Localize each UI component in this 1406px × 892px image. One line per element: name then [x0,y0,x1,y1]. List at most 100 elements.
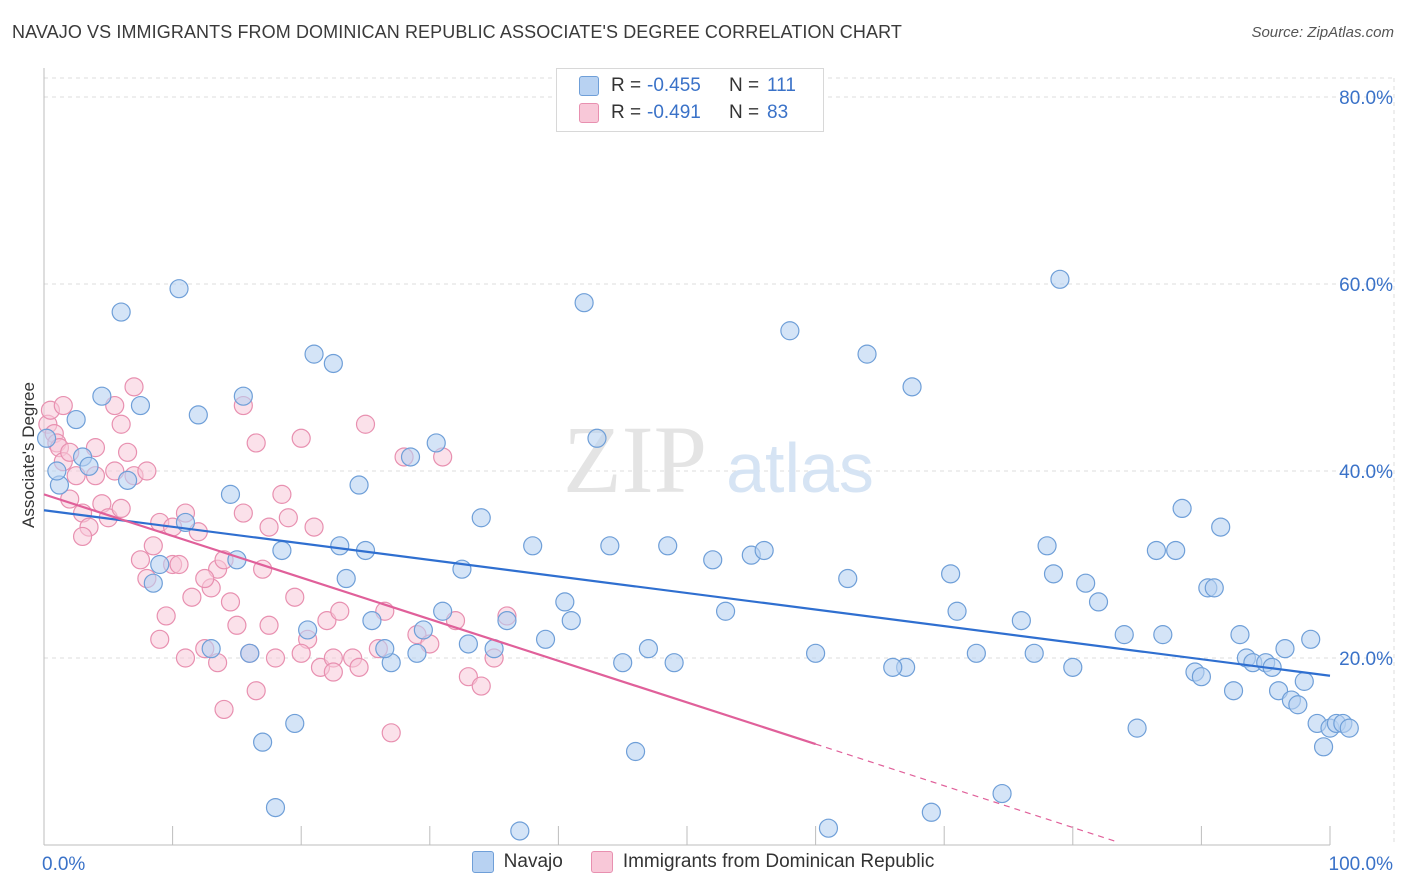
navajo-point [613,653,633,673]
navajo-point [240,643,260,663]
dominican-point [105,461,125,481]
y-tick-label: 20.0% [1339,649,1393,670]
dominican-point [175,648,196,668]
navajo-point [1288,695,1308,715]
dominican-trend-extension [815,743,1116,842]
navajo-swatch [471,851,494,873]
navajo-point [362,610,382,631]
navajo-point [1088,592,1109,612]
navajo-point [1153,625,1173,645]
navajo-point [1313,737,1334,757]
dominican-point [85,438,106,458]
series-navajo-points [36,269,1359,841]
navajo-point [523,536,543,556]
navajo-point [130,395,151,416]
navajo-point [966,643,986,663]
navajo-point [1211,517,1231,537]
dominican-point [182,587,202,607]
y-tick-label: 60.0% [1339,275,1393,296]
navajo-point [426,433,446,453]
navajo-point [600,536,620,556]
navajo-point [1043,564,1064,584]
navajo-point [1166,540,1186,561]
navajo-point [805,643,826,663]
navajo-point [150,554,170,575]
series-dominican-points [38,377,517,743]
navajo-point [201,639,221,659]
r-value: -0.491 [647,102,701,123]
navajo-point [1191,667,1212,687]
navajo-point [349,475,369,495]
dominican-point [111,414,131,434]
navajo-point [658,536,678,556]
navajo-point [400,447,421,467]
navajo-point [1114,625,1134,645]
navajo-point [375,639,395,659]
navajo-point [233,386,253,406]
dominican-swatch [590,851,613,873]
navajo-point [1146,540,1166,561]
navajo-point [111,302,131,322]
grid-lines [44,77,1395,845]
dominican-point [214,699,234,720]
navajo-point [857,344,877,364]
dominican-point [291,643,311,663]
r-label: R = [611,102,642,123]
navajo-point [1127,718,1147,738]
navajo-point [587,428,607,448]
navajo-point [497,610,517,631]
navajo-point [1037,536,1057,556]
navajo-point [838,568,858,589]
navajo-point [883,657,903,677]
legend-row-navajo: R = -0.455 N = 111 [579,73,796,99]
dominican-point [330,601,350,621]
dominican-point [105,395,125,416]
watermark: ZIP atlas [563,406,874,513]
navajo-point [117,470,138,490]
navajo-point [535,629,556,649]
navajo-point [1011,610,1031,631]
n-label: N = [729,75,760,96]
dominican-point [259,615,279,635]
dominican-point [265,648,286,668]
navajo-swatch [579,76,599,96]
navajo-point [220,484,241,504]
dominican-point [169,554,189,575]
navajo-point [561,610,581,631]
navajo-point [433,601,453,621]
dominican-point [124,377,144,397]
navajo-point [298,620,318,640]
navajo-point [780,321,800,341]
navajo-point [1204,578,1224,598]
legend-item-dominican[interactable]: Immigrants from Dominican Republic [590,851,934,873]
dominican-point [381,723,401,743]
navajo-trend-line [43,509,1331,677]
navajo-point [471,508,491,528]
watermark-atlas: atlas [726,429,874,507]
navajo-point [407,643,427,663]
navajo-point [818,818,839,838]
navajo-point [703,550,723,570]
dominican-point [130,550,151,570]
navajo-point [188,405,208,425]
dominican-point [471,676,491,696]
navajo-point [902,377,922,397]
series-legend: Navajo Immigrants from Dominican Republi… [0,851,1406,873]
navajo-point [413,620,433,640]
navajo-point [36,428,57,448]
legend-item-navajo[interactable]: Navajo [471,851,563,873]
navajo-point [265,797,286,818]
dominican-point [323,662,343,682]
dominican-point [143,536,163,556]
navajo-point [1301,629,1321,649]
axes [43,68,1331,846]
dominican-point [349,657,369,677]
navajo-point [253,732,273,752]
navajo-point [304,344,324,364]
dominican-point [246,681,266,701]
n-value: 83 [767,102,789,123]
x-tick-label-min: 0.0% [42,854,85,875]
x-tick-label-max: 100.0% [1329,854,1394,875]
dominican-point [285,587,305,607]
n-value: 111 [767,75,796,96]
